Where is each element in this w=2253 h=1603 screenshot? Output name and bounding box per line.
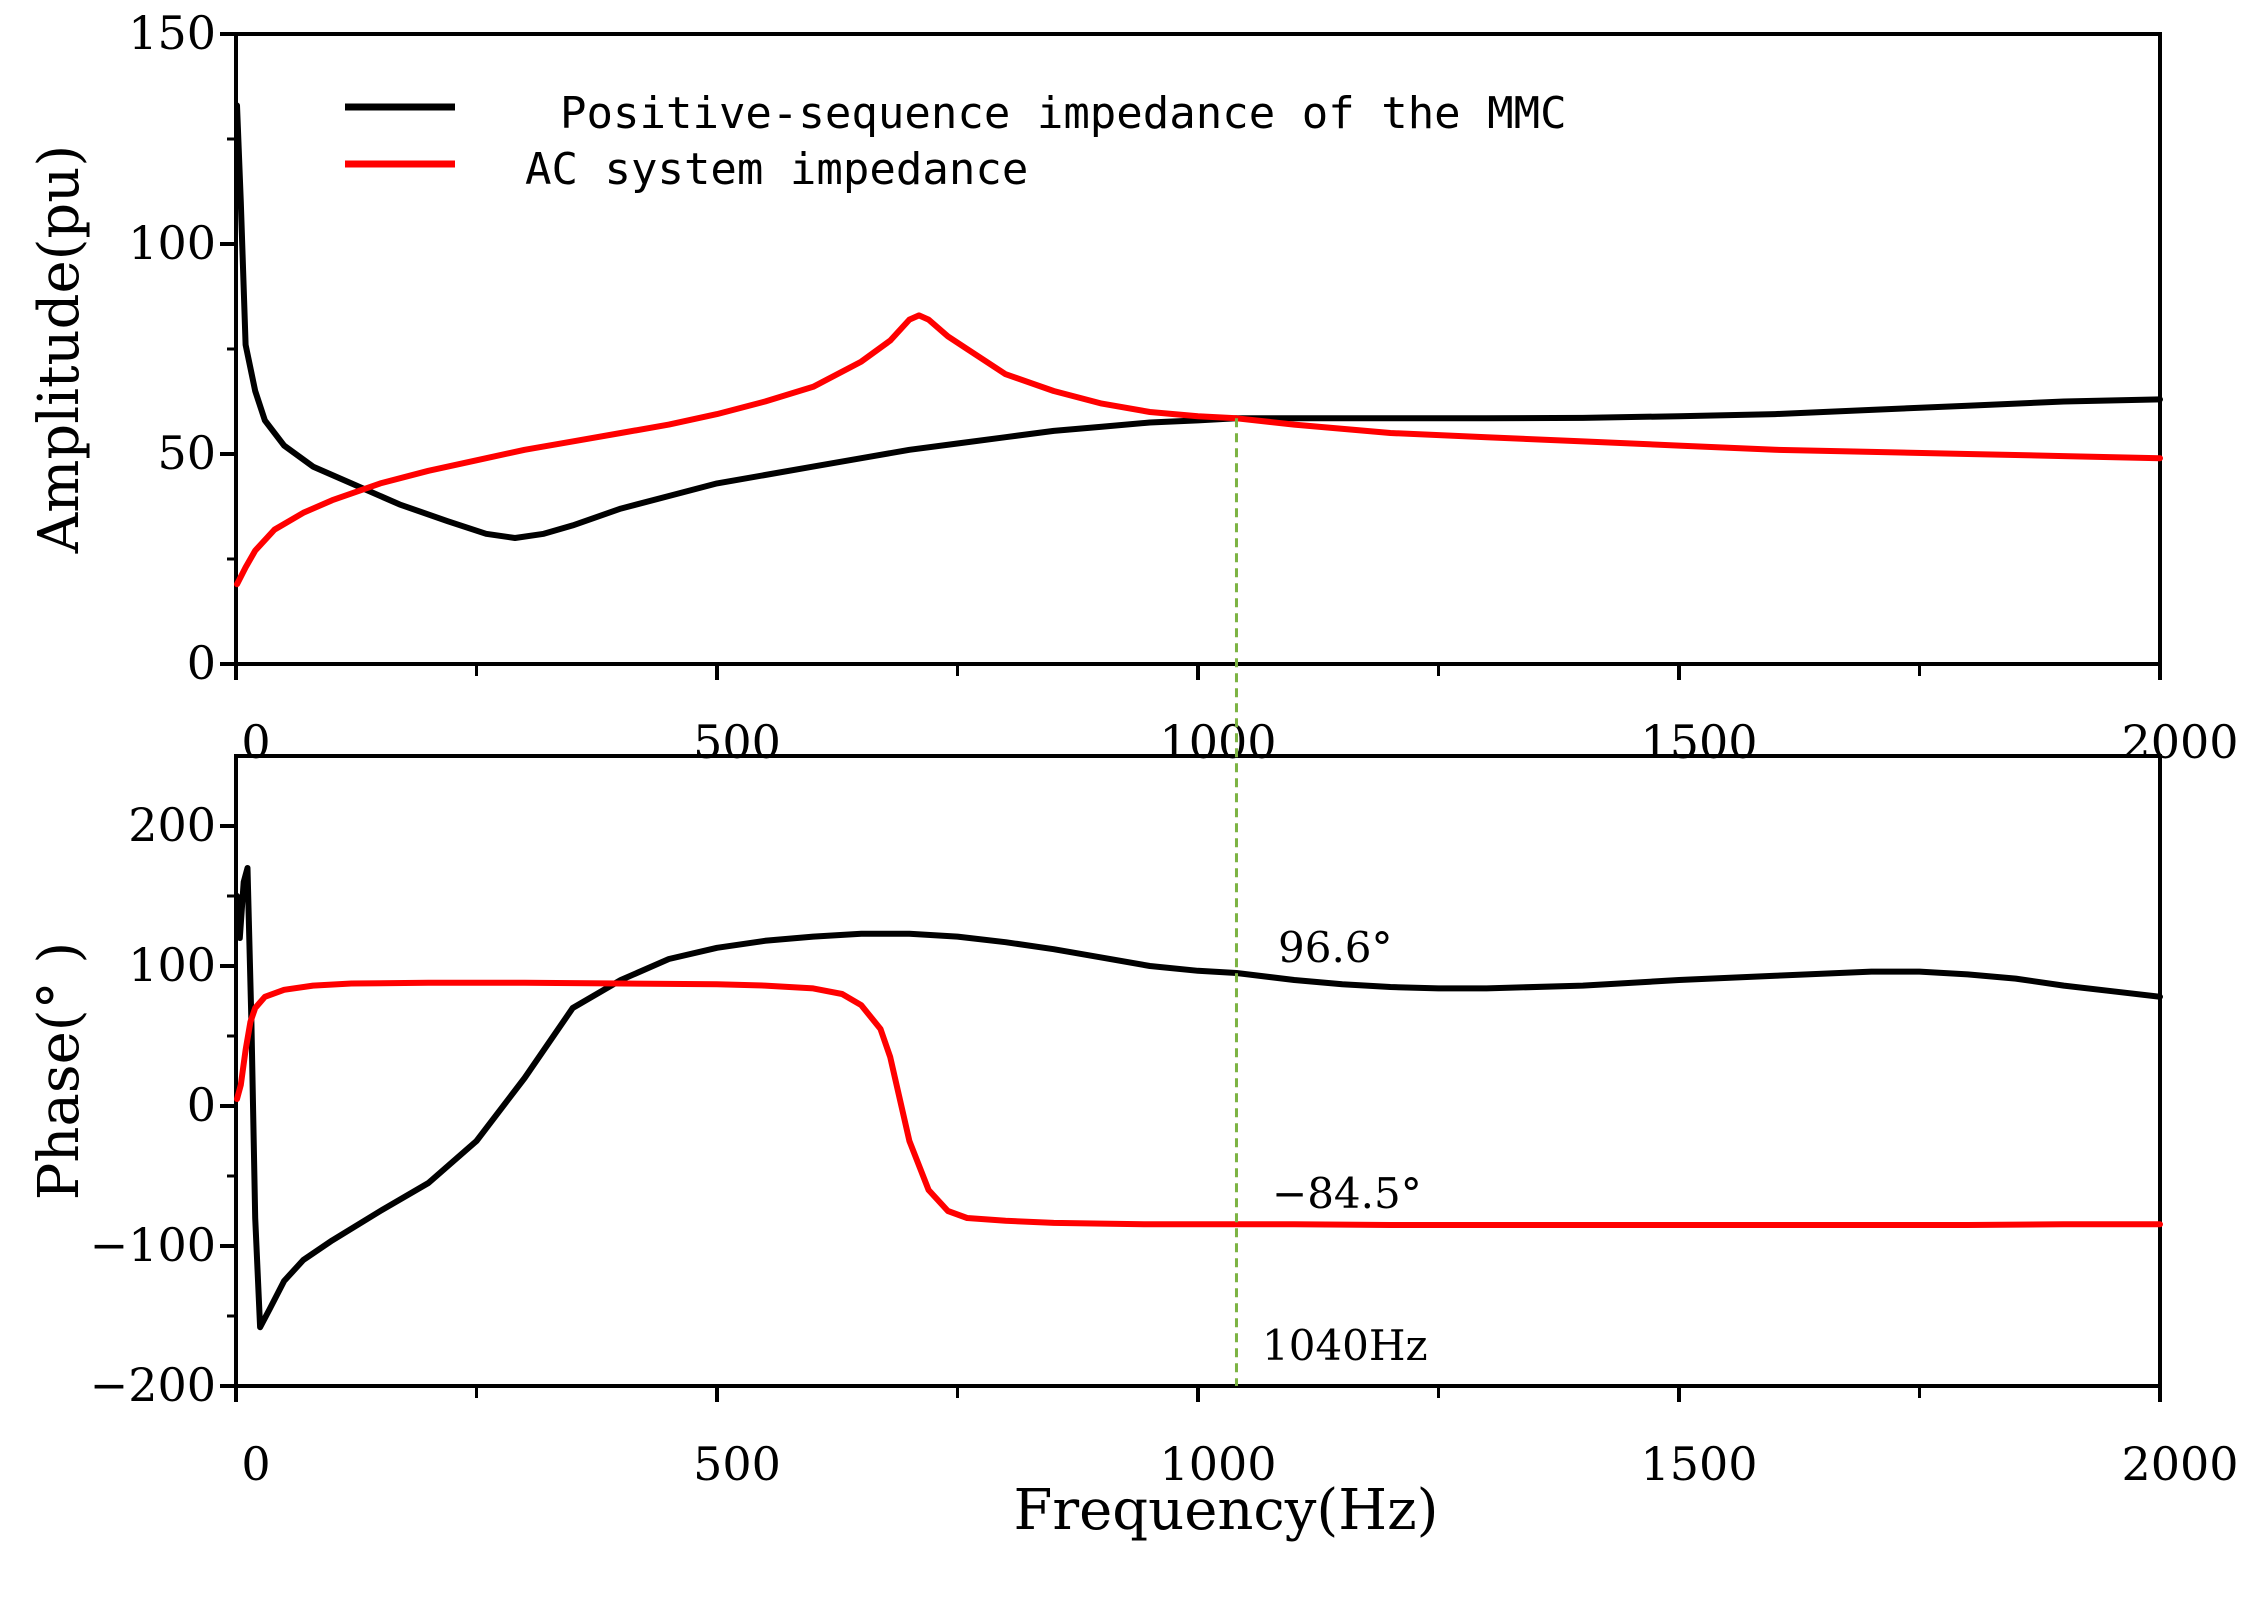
amplitude-y-ticks: 0 50 100 150 [128, 6, 236, 690]
legend-label-ac: AC system impedance [525, 144, 1028, 195]
phase-y-tick-label: 0 [187, 1078, 216, 1132]
phase-lines [234, 865, 2163, 1331]
x-axis-title: Frequency(Hz) [1014, 1478, 1439, 1543]
amplitude-x-tick-label: 2000 [2121, 715, 2238, 769]
legend-label-mmc: Positive-sequence impedance of the MMC [560, 88, 1567, 139]
phase-x-tick-label: 1000 [1159, 1437, 1276, 1491]
phase-y-tick-label: 100 [128, 938, 216, 992]
phase-series-ac-line [234, 979, 2163, 1228]
legend: Positive-sequence impedance of the MMC A… [345, 88, 1567, 195]
phase-panel: −200 −100 0 100 200 0 500 1000 1500 2000 Phase(°… [27, 754, 2239, 1543]
amplitude-x-tick-label: 500 [693, 715, 781, 769]
amplitude-x-tick-label: 1500 [1640, 715, 1757, 769]
amplitude-panel: 0 50 100 150 0 500 1000 1500 2000 Amplitude(pu)… [27, 6, 2239, 769]
phase-x-tick-label: 0 [241, 1437, 270, 1491]
frequency-annotation: 1040Hz [1262, 1321, 1428, 1370]
phase-x-tick-label: 2000 [2121, 1437, 2238, 1491]
ac-phase-annotation: −84.5° [1272, 1169, 1422, 1218]
amplitude-y-tick-label: 0 [187, 636, 216, 690]
amplitude-series-ac-line [234, 312, 2163, 588]
phase-y-axis-title: Phase(° ) [27, 942, 92, 1201]
phase-x-ticks: 0 500 1000 1500 2000 [234, 1386, 2239, 1491]
amplitude-lines [234, 102, 2163, 588]
mmc-phase-annotation: 96.6° [1278, 923, 1393, 972]
phase-x-tick-label: 500 [693, 1437, 781, 1491]
phase-y-ticks: −200 −100 0 100 200 [90, 798, 236, 1412]
amplitude-y-tick-label: 50 [157, 426, 216, 480]
phase-y-tick-label: −100 [90, 1218, 216, 1272]
amplitude-y-tick-label: 100 [128, 216, 216, 270]
amplitude-x-tick-label: 1000 [1159, 715, 1276, 769]
amplitude-x-ticks: 0 500 1000 1500 2000 [234, 664, 2239, 769]
amplitude-series-mmc-line [234, 102, 2163, 541]
amplitude-y-tick-label: 150 [128, 6, 216, 60]
phase-y-tick-label: 200 [128, 798, 216, 852]
amplitude-y-axis-title: Amplitude(pu) [27, 145, 92, 554]
amplitude-x-tick-label: 0 [241, 715, 270, 769]
phase-series-mmc-line [234, 865, 2163, 1331]
phase-y-tick-label: −200 [90, 1358, 216, 1412]
phase-x-tick-label: 1500 [1640, 1437, 1757, 1491]
